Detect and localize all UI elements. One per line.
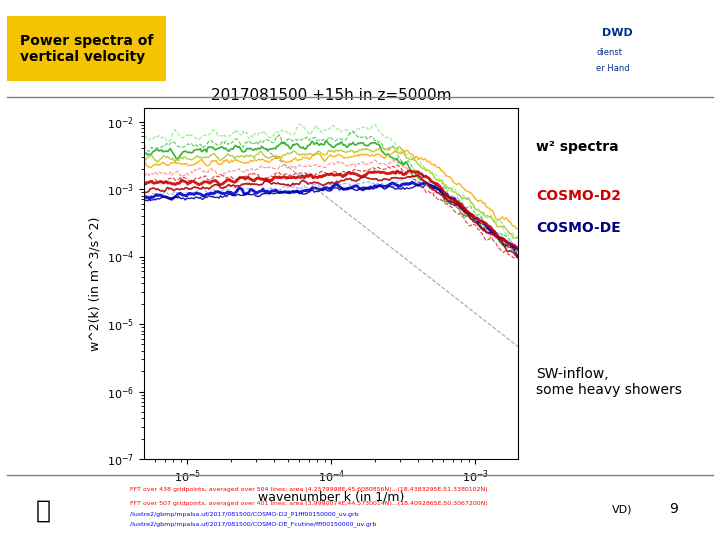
Text: COSMO-D2: COSMO-D2 (536, 189, 621, 203)
Text: SW-inflow,
some heavy showers: SW-inflow, some heavy showers (536, 367, 683, 397)
Text: dienst: dienst (596, 48, 622, 57)
Text: 9: 9 (670, 502, 678, 516)
Text: /lustre2/gbmp/mpalsa.uf/2017/081500/COSMO-D2_P1fff00150000_uv.grb: /lustre2/gbmp/mpalsa.uf/2017/081500/COSM… (130, 512, 359, 517)
Text: 🦅: 🦅 (36, 498, 50, 522)
Text: DWD: DWD (602, 28, 633, 38)
X-axis label: wavenumber k (in 1/m): wavenumber k (in 1/m) (258, 491, 405, 504)
Text: FFT over 438 gridpoints, averaged over 504 lines: area (4.2579998E,45.6080856N).: FFT over 438 gridpoints, averaged over 5… (130, 488, 487, 492)
Text: Power spectra of
vertical velocity: Power spectra of vertical velocity (20, 33, 153, 64)
Text: er Hand: er Hand (596, 64, 630, 73)
Text: /lustre2/gbmp/mpalsa.uf/2017/081500/COSMO-DE_Fcutine/fff00150000_uv.grb: /lustre2/gbmp/mpalsa.uf/2017/081500/COSM… (130, 521, 376, 526)
Text: VD): VD) (612, 505, 632, 515)
Title: 2017081500 +15h in z=5000m: 2017081500 +15h in z=5000m (211, 87, 451, 103)
Text: COSMO-DE: COSMO-DE (536, 221, 621, 235)
Text: w² spectra: w² spectra (536, 140, 619, 154)
Y-axis label: w^2(k) (in m^3/s^2): w^2(k) (in m^3/s^2) (89, 217, 102, 350)
Text: FFT over 507 gridpoints, averaged over 401 lines: area (3.9990074E,44.5730014N).: FFT over 507 gridpoints, averaged over 4… (130, 501, 487, 506)
